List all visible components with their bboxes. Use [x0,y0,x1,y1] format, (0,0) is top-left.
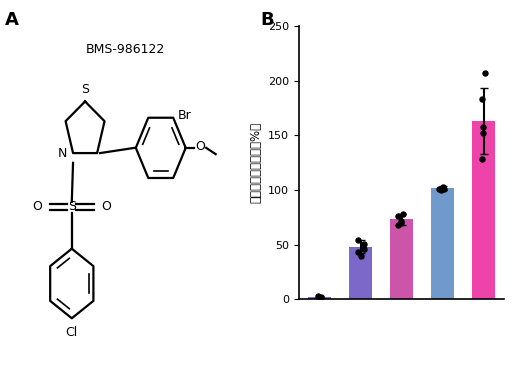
Point [437,187,445,193]
Text: Cl: Cl [66,326,78,339]
Point [478,96,486,102]
Text: O: O [33,200,43,214]
Point [357,252,365,258]
Text: A: A [5,11,19,29]
Y-axis label: シグナル伝達活性（%）: シグナル伝達活性（%） [250,122,263,203]
Text: B: B [260,11,274,29]
Point [397,220,406,226]
Point [394,222,402,228]
Point [359,240,368,246]
Point [440,186,448,192]
Point [439,185,448,191]
Bar [473,121,495,299]
Point [399,211,407,217]
Bar [308,297,331,299]
Bar [349,247,372,299]
Point [435,186,444,192]
Text: S: S [68,200,76,214]
Point [359,246,368,252]
Point [316,295,324,301]
Point [479,124,487,130]
Text: BMS-986122: BMS-986122 [85,43,165,56]
Point [397,218,406,224]
Point [354,237,362,243]
Point [478,156,486,162]
Text: Br: Br [178,110,191,123]
Bar [432,188,454,299]
Text: O: O [196,140,205,153]
Point [354,249,362,255]
Point [481,70,489,76]
Point [394,213,402,219]
Text: S: S [81,83,89,96]
Text: O: O [101,200,111,214]
Point [479,130,487,136]
Text: N: N [58,147,68,160]
Point [317,294,326,300]
Point [439,184,447,190]
Bar [391,220,413,299]
Point [314,294,322,300]
